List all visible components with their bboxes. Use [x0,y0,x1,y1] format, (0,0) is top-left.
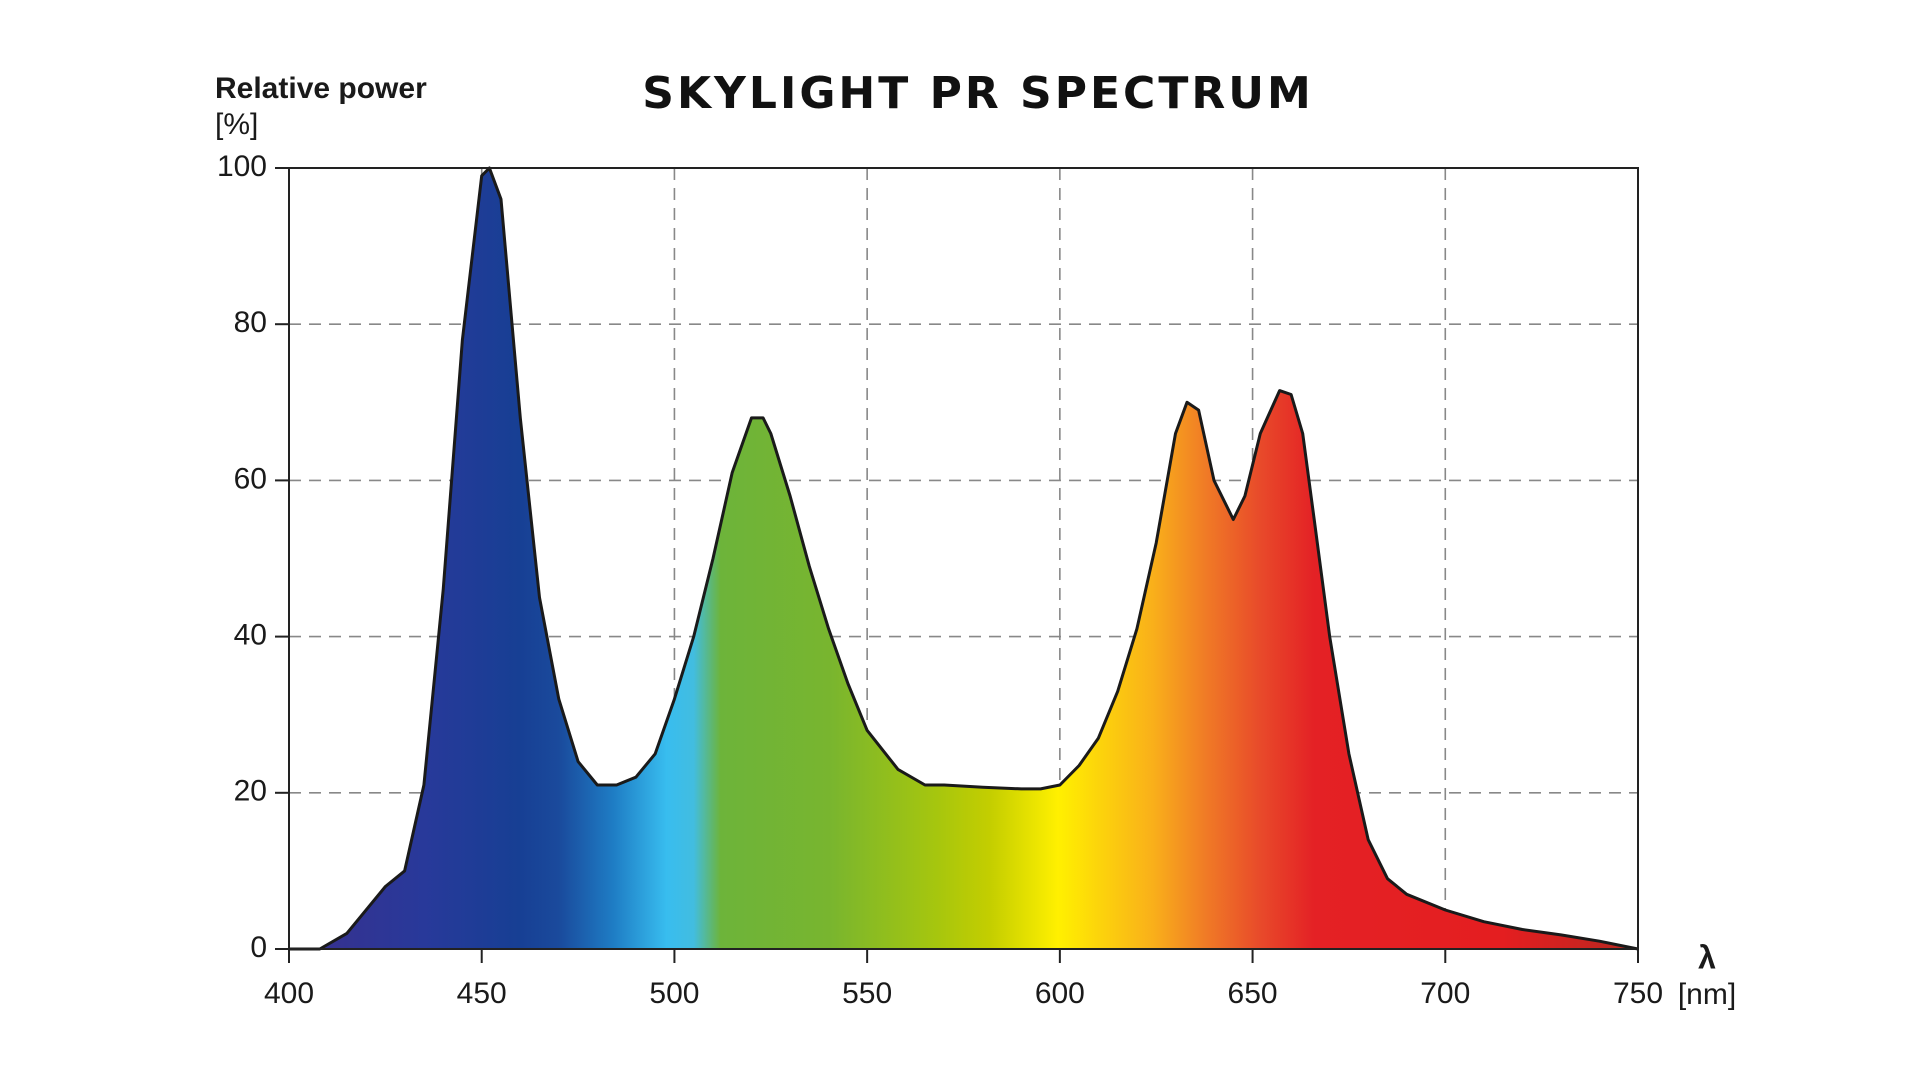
y-tick-label: 40 [234,619,267,652]
y-tick-label: 100 [217,150,267,183]
x-tick-label: 400 [264,977,314,1010]
chart-title: SKYLIGHT PR SPECTRUM [642,68,1313,119]
x-axis-label: λ [1698,939,1716,975]
spectrum-area [289,168,1638,949]
y-tick-label: 80 [234,306,267,339]
x-tick-label: 700 [1420,977,1470,1010]
spectrum-line [289,166,1639,951]
x-axis-unit: [nm] [1678,978,1736,1011]
x-tick-label: 450 [457,977,507,1010]
y-tick-label: 60 [234,462,267,495]
x-tick-label: 500 [649,977,699,1010]
plot-frame [288,167,1639,950]
y-axis-label: Relative power [215,72,427,105]
x-tick-label: 750 [1613,977,1663,1010]
y-tick-label: 0 [250,931,267,964]
x-tick-label: 650 [1228,977,1278,1010]
y-tick-label: 20 [234,775,267,808]
x-tick-label: 600 [1035,977,1085,1010]
x-tick-label: 550 [842,977,892,1010]
y-axis-unit: [%] [215,108,258,141]
